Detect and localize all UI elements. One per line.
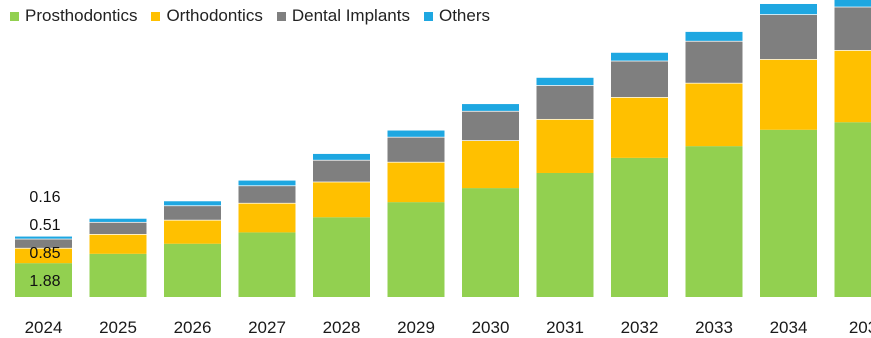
bar-segment-dental-implants-2026 <box>164 206 221 220</box>
legend-label: Orthodontics <box>166 6 263 25</box>
x-tick-label: 2029 <box>397 318 435 337</box>
bar-segment-orthodontics-2035 <box>834 50 871 123</box>
x-tick-label: 2026 <box>174 318 212 337</box>
legend-item-dental-implants: Dental Implants <box>276 6 410 26</box>
bar-segment-others-2024 <box>15 236 72 239</box>
bar-segment-dental-implants-2028 <box>313 160 370 182</box>
legend-item-others: Others <box>423 6 490 26</box>
bar-segment-orthodontics-2025 <box>89 234 147 254</box>
x-tick-label: 2024 <box>25 318 63 337</box>
bar-segment-others-2028 <box>313 153 370 160</box>
bar-segment-dental-implants-2027 <box>238 186 296 203</box>
data-label-others-2024: 0.16 <box>29 189 60 206</box>
bar-segment-orthodontics-2034 <box>760 59 817 130</box>
legend-swatch-prosthodontics <box>10 11 19 21</box>
bar-segment-dental-implants-2029 <box>387 137 445 162</box>
bar-segment-others-2034 <box>760 3 817 15</box>
bar-segment-others-2029 <box>387 130 445 137</box>
legend-label: Prosthodontics <box>25 6 138 25</box>
bar-segment-prosthodontics-2033 <box>685 146 743 297</box>
bar-segment-prosthodontics-2028 <box>313 217 370 297</box>
data-label-dental-implants-2024: 0.51 <box>29 217 60 234</box>
bar-segment-prosthodontics-2026 <box>164 243 221 297</box>
bar-segment-prosthodontics-2032 <box>611 157 668 297</box>
bar-segment-dental-implants-2025 <box>89 222 147 234</box>
bar-segment-orthodontics-2031 <box>536 119 594 173</box>
bar-segment-prosthodontics-2029 <box>387 202 445 297</box>
x-tick-label: 2031 <box>546 318 584 337</box>
bar-segment-dental-implants-2031 <box>536 85 594 119</box>
legend-label: Dental Implants <box>291 6 410 25</box>
legend-item-orthodontics: Orthodontics <box>151 6 263 26</box>
bar-segment-orthodontics-2032 <box>611 97 668 158</box>
bar-segment-dental-implants-2030 <box>462 111 519 141</box>
x-tick-label: 2033 <box>695 318 733 337</box>
bar-segment-others-2032 <box>611 52 668 61</box>
bar-segment-orthodontics-2028 <box>313 182 370 218</box>
x-tick-label: 2030 <box>472 318 510 337</box>
bar-segment-prosthodontics-2030 <box>462 188 519 297</box>
x-tick-label: 2034 <box>770 318 808 337</box>
legend-item-prosthodontics: Prosthodontics <box>10 6 137 26</box>
bar-segment-prosthodontics-2034 <box>760 129 817 297</box>
bar-segment-orthodontics-2027 <box>238 203 296 233</box>
bar-segment-prosthodontics-2035 <box>834 122 871 297</box>
bar-segment-others-2027 <box>238 180 296 186</box>
x-tick-label: 2028 <box>323 318 361 337</box>
bar-segment-orthodontics-2024 <box>15 248 72 264</box>
x-tick-label: 2032 <box>621 318 659 337</box>
bar-segment-prosthodontics-2025 <box>89 253 147 297</box>
bar-segment-prosthodontics-2024 <box>15 263 72 297</box>
data-label-prosthodontics-2024: 1.88 <box>29 273 60 290</box>
legend-swatch-orthodontics <box>151 11 161 21</box>
data-label-orthodontics-2024: 0.85 <box>29 245 60 262</box>
bar-segment-orthodontics-2033 <box>685 83 743 147</box>
bar-segment-others-2035 <box>834 0 871 7</box>
legend-label: Others <box>438 6 490 25</box>
bar-segment-others-2031 <box>536 77 594 86</box>
bar-segment-others-2026 <box>164 201 221 206</box>
legend-swatch-others <box>423 11 433 21</box>
x-tick-label: 2027 <box>248 318 286 337</box>
bar-segment-others-2025 <box>89 218 147 222</box>
bar-segment-dental-implants-2035 <box>834 7 871 51</box>
bar-segment-orthodontics-2030 <box>462 140 519 189</box>
legend-swatch-dental-implants <box>276 11 286 21</box>
bar-segment-prosthodontics-2031 <box>536 172 594 297</box>
x-tick-label: 2025 <box>99 318 137 337</box>
chart-legend: Prosthodontics Orthodontics Dental Impla… <box>10 6 490 26</box>
bar-segment-dental-implants-2032 <box>611 61 668 98</box>
bar-segment-others-2030 <box>462 104 519 111</box>
x-tick-label: 203 <box>849 318 871 337</box>
bar-segment-dental-implants-2024 <box>15 239 72 248</box>
bar-segment-orthodontics-2026 <box>164 220 221 244</box>
bar-segment-dental-implants-2033 <box>685 41 743 83</box>
bar-segment-orthodontics-2029 <box>387 162 445 203</box>
bar-segment-others-2033 <box>685 31 743 41</box>
bar-segment-prosthodontics-2027 <box>238 232 296 297</box>
bar-segment-dental-implants-2034 <box>760 14 817 60</box>
